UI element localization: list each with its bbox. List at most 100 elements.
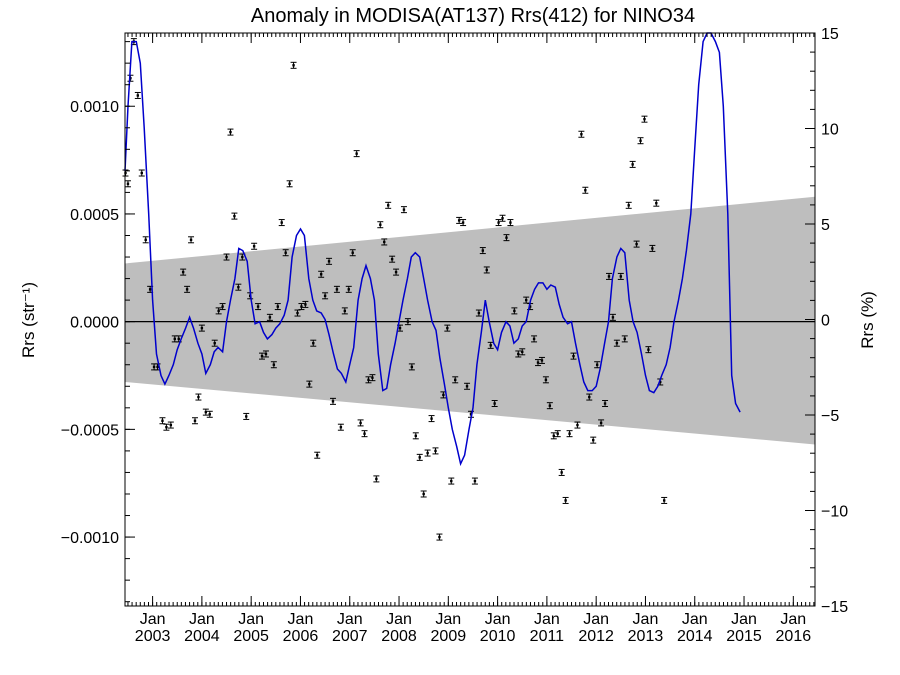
- point-marker: [619, 275, 623, 278]
- y-right-tick-label: 0: [821, 313, 830, 330]
- data-point: [649, 244, 656, 252]
- point-marker: [651, 247, 654, 250]
- data-point: [195, 393, 202, 401]
- x-tick-month: Jan: [140, 611, 166, 628]
- point-marker: [568, 432, 571, 435]
- point-marker: [260, 354, 264, 358]
- data-point: [416, 453, 423, 461]
- data-point: [432, 447, 439, 455]
- point-marker: [152, 365, 156, 369]
- data-point: [570, 352, 577, 360]
- data-point: [337, 423, 344, 431]
- point-marker: [363, 432, 366, 435]
- point-marker: [461, 221, 465, 224]
- point-marker: [319, 273, 323, 276]
- data-point: [357, 419, 364, 427]
- x-tick-year: 2006: [283, 628, 319, 645]
- point-marker: [607, 275, 611, 278]
- y-right-tick-label: −10: [821, 504, 848, 521]
- data-point: [274, 303, 281, 311]
- point-marker: [430, 417, 433, 420]
- data-point: [393, 268, 400, 276]
- point-marker: [524, 298, 528, 302]
- point-marker: [576, 423, 579, 427]
- data-point: [134, 91, 141, 99]
- x-tick-month: Jan: [337, 611, 363, 628]
- point-marker: [225, 255, 228, 259]
- plot-area: [122, 32, 816, 607]
- point-marker: [169, 423, 173, 427]
- data-point: [420, 490, 427, 498]
- x-tick-month: Jan: [780, 611, 806, 628]
- point-marker: [505, 236, 508, 239]
- data-point: [400, 206, 407, 214]
- point-marker: [264, 352, 268, 356]
- data-point: [322, 292, 329, 300]
- x-tick-month: Jan: [485, 611, 511, 628]
- point-marker: [256, 305, 260, 308]
- point-marker: [655, 201, 658, 205]
- data-point: [385, 201, 392, 209]
- point-marker: [331, 400, 335, 403]
- data-point: [586, 393, 593, 401]
- point-marker: [292, 64, 295, 67]
- point-marker: [560, 471, 563, 474]
- data-point: [206, 410, 213, 418]
- point-marker: [161, 419, 164, 422]
- point-marker: [402, 208, 406, 211]
- data-point: [582, 186, 589, 194]
- point-marker: [241, 255, 244, 259]
- data-point: [535, 359, 542, 367]
- y-axis-left: 0.0010 0.0005 0.0000 −0.0005 −0.0010: [61, 41, 135, 603]
- point-marker: [564, 499, 567, 502]
- point-marker: [390, 257, 394, 261]
- data-point: [298, 303, 305, 311]
- data-point: [605, 272, 612, 280]
- point-marker: [457, 219, 461, 222]
- point-marker: [662, 499, 666, 502]
- x-tick-month: Jan: [682, 611, 708, 628]
- data-point: [404, 318, 411, 326]
- point-marker: [517, 352, 520, 356]
- y-right-tick-label: 15: [821, 26, 839, 43]
- data-point: [511, 307, 518, 315]
- data-point: [262, 350, 269, 358]
- point-marker: [347, 288, 350, 291]
- data-point: [633, 240, 640, 248]
- point-marker: [284, 251, 287, 254]
- data-point: [562, 496, 569, 504]
- data-point: [503, 234, 510, 242]
- data-point: [381, 238, 388, 246]
- data-point: [341, 307, 348, 315]
- y-left-tick-label: 0.0005: [70, 207, 119, 224]
- point-marker: [339, 426, 343, 429]
- point-marker: [237, 285, 240, 289]
- point-marker: [316, 454, 319, 457]
- x-tick-year: 2010: [480, 628, 516, 645]
- point-marker: [477, 311, 481, 315]
- x-tick-month: Jan: [238, 611, 264, 628]
- point-marker: [647, 348, 650, 351]
- point-marker: [572, 354, 575, 358]
- point-marker: [335, 288, 339, 291]
- data-point: [507, 219, 514, 227]
- point-marker: [635, 242, 638, 246]
- point-marker: [308, 382, 311, 386]
- point-marker: [144, 238, 147, 241]
- point-marker: [343, 309, 347, 313]
- point-marker: [371, 376, 374, 379]
- point-marker: [631, 163, 634, 166]
- data-point: [278, 219, 285, 227]
- point-marker: [394, 270, 398, 274]
- point-marker: [300, 305, 303, 308]
- point-marker: [521, 350, 524, 354]
- data-point: [471, 477, 478, 485]
- data-point: [180, 268, 187, 276]
- data-point: [191, 417, 198, 425]
- point-marker: [379, 223, 382, 226]
- data-point: [329, 397, 336, 405]
- x-tick-month: Jan: [386, 611, 412, 628]
- data-point: [499, 214, 506, 222]
- point-marker: [177, 337, 180, 341]
- data-point: [452, 376, 459, 384]
